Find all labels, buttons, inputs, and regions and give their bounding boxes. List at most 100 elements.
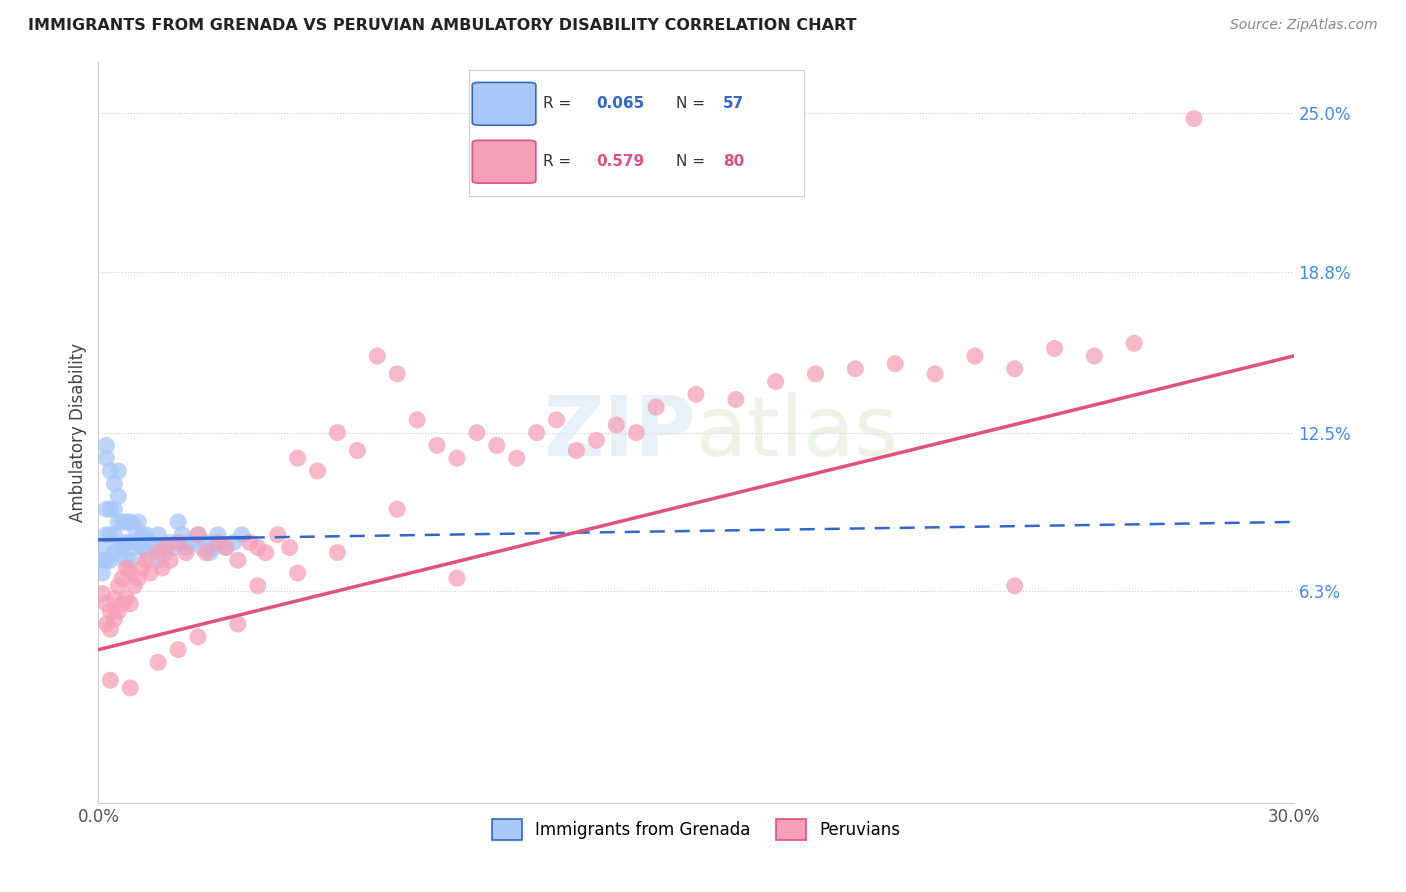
Point	[148, 527, 170, 541]
Point	[124, 520, 146, 534]
Point	[565, 443, 588, 458]
Point	[231, 527, 253, 541]
Point	[111, 515, 134, 529]
Point	[96, 617, 118, 632]
Point	[924, 367, 946, 381]
Point	[844, 361, 866, 376]
Point	[127, 571, 149, 585]
Point	[139, 535, 162, 549]
Point	[96, 553, 118, 567]
Point	[215, 541, 238, 555]
Point	[148, 656, 170, 670]
Point	[115, 535, 138, 549]
Point	[107, 604, 129, 618]
Point	[222, 535, 245, 549]
Point	[96, 527, 118, 541]
Point	[107, 464, 129, 478]
Point	[174, 541, 197, 555]
Point	[107, 541, 129, 555]
Point	[685, 387, 707, 401]
Point	[1043, 342, 1066, 356]
Point	[96, 597, 118, 611]
Point	[96, 438, 118, 452]
Point	[98, 673, 122, 688]
Point	[446, 571, 468, 585]
Point	[135, 553, 157, 567]
Point	[96, 451, 118, 466]
Point	[167, 515, 190, 529]
Point	[278, 541, 301, 555]
Point	[103, 546, 125, 560]
Point	[1182, 112, 1205, 126]
Point	[103, 591, 125, 606]
Text: IMMIGRANTS FROM GRENADA VS PERUVIAN AMBULATORY DISABILITY CORRELATION CHART: IMMIGRANTS FROM GRENADA VS PERUVIAN AMBU…	[28, 18, 856, 33]
Point	[115, 561, 138, 575]
Point	[546, 413, 568, 427]
Point	[98, 553, 122, 567]
Point	[187, 630, 209, 644]
Point	[884, 357, 907, 371]
Y-axis label: Ambulatory Disability: Ambulatory Disability	[69, 343, 87, 522]
Point	[103, 527, 125, 541]
Point	[107, 579, 129, 593]
Point	[446, 451, 468, 466]
Point	[426, 438, 449, 452]
Point	[167, 535, 190, 549]
Point	[163, 541, 186, 555]
Point	[207, 527, 229, 541]
Point	[120, 535, 142, 549]
Point	[131, 561, 153, 575]
Point	[804, 367, 827, 381]
Point	[98, 604, 122, 618]
Point	[124, 541, 146, 555]
Point	[326, 425, 349, 440]
Point	[526, 425, 548, 440]
Point	[148, 546, 170, 560]
Point	[159, 535, 181, 549]
Point	[724, 392, 747, 407]
Point	[207, 535, 229, 549]
Point	[115, 591, 138, 606]
Point	[1123, 336, 1146, 351]
Point	[1004, 579, 1026, 593]
Point	[124, 579, 146, 593]
Point	[267, 527, 290, 541]
Point	[226, 553, 249, 567]
Point	[135, 527, 157, 541]
Point	[98, 622, 122, 636]
Point	[1083, 349, 1105, 363]
Point	[202, 541, 225, 555]
Point	[131, 527, 153, 541]
Point	[135, 546, 157, 560]
Point	[179, 535, 201, 549]
Legend: Immigrants from Grenada, Peruvians: Immigrants from Grenada, Peruvians	[485, 813, 907, 847]
Point	[287, 451, 309, 466]
Point	[103, 502, 125, 516]
Point	[385, 502, 409, 516]
Point	[385, 367, 409, 381]
Point	[115, 553, 138, 567]
Point	[91, 586, 114, 600]
Point	[111, 541, 134, 555]
Point	[91, 541, 114, 555]
Point	[120, 566, 142, 580]
Point	[167, 642, 190, 657]
Point	[159, 553, 181, 567]
Point	[645, 400, 668, 414]
Point	[254, 546, 277, 560]
Point	[98, 464, 122, 478]
Point	[187, 527, 209, 541]
Point	[98, 502, 122, 516]
Text: atlas: atlas	[696, 392, 897, 473]
Point	[174, 546, 197, 560]
Point	[626, 425, 648, 440]
Point	[187, 527, 209, 541]
Point	[246, 541, 269, 555]
Point	[120, 597, 142, 611]
Point	[131, 541, 153, 555]
Point	[326, 546, 349, 560]
Point	[91, 553, 114, 567]
Point	[143, 541, 166, 555]
Point	[111, 597, 134, 611]
Point	[127, 515, 149, 529]
